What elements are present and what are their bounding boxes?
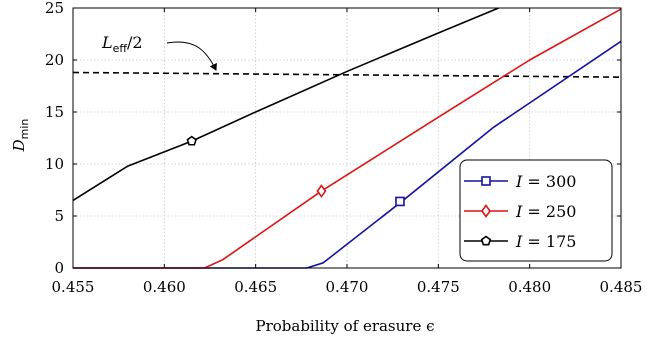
legend-label-value: = 300 <box>522 172 576 191</box>
legend-label-var: I <box>515 232 523 251</box>
legend-label: I = 175 <box>515 232 576 251</box>
ticks <box>72 7 622 269</box>
legend-marker-shape <box>481 176 491 186</box>
x-tick-label: 0.465 <box>234 278 277 296</box>
y-tick-label: 15 <box>45 103 64 121</box>
reference-label-main: L <box>101 33 113 52</box>
legend-label-value: = 250 <box>522 202 576 221</box>
legend-box <box>459 159 613 262</box>
legend-marker-shape <box>480 235 492 246</box>
tick-labels: 0.455 0.460 0.465 0.470 0.475 0.480 0.485 0 5 10 1… <box>45 0 643 296</box>
legend-marker <box>480 235 492 246</box>
legend-label: I = 300 <box>515 172 576 191</box>
x-tick-label: 0.470 <box>326 278 369 296</box>
series-marker-i-175 <box>186 135 197 146</box>
series-marker-i-250-shape <box>316 184 327 198</box>
reference-line-label: Leff/2 <box>101 33 143 55</box>
legend-label-var: I <box>515 172 523 191</box>
y-tick-label: 20 <box>45 51 64 69</box>
y-axis-label-main: D <box>10 139 28 152</box>
series-line-i-175 <box>72 7 499 202</box>
x-tick-label: 0.485 <box>600 278 643 296</box>
legend-label-value: = 175 <box>522 232 576 251</box>
reference-line <box>72 71 622 78</box>
x-tick-label: 0.460 <box>143 278 186 296</box>
reference-line-layer <box>72 71 622 78</box>
x-axis-label: Probability of erasure ϵ <box>255 317 434 335</box>
legend-label-var: I <box>515 202 523 221</box>
y-axis-label: Dmin <box>10 119 31 153</box>
legend-marker <box>481 204 491 218</box>
legend-item-i-175: I = 175 <box>464 232 576 251</box>
x-tick-label: 0.480 <box>508 278 551 296</box>
y-tick-label: 0 <box>54 259 64 277</box>
reference-annotation: Leff/2 <box>101 33 217 71</box>
legend-marker <box>481 176 491 186</box>
y-tick-label: 10 <box>45 155 64 173</box>
legend-item-i-250: I = 250 <box>464 202 576 221</box>
legend-item-i-300: I = 300 <box>464 172 576 191</box>
reference-annotation-arrow <box>166 41 217 71</box>
reference-label-sub: eff <box>113 42 128 55</box>
x-tick-label: 0.455 <box>52 278 95 296</box>
legend-label: I = 250 <box>515 202 576 221</box>
y-axis-label-sub: min <box>18 119 31 140</box>
legend-marker-shape <box>481 204 491 218</box>
grid <box>73 8 621 268</box>
series-marker-i-250 <box>316 184 327 198</box>
y-tick-label: 5 <box>54 207 64 225</box>
y-tick-label: 25 <box>45 0 64 17</box>
series-marker-i-300 <box>395 196 405 207</box>
reference-label-tail: /2 <box>127 33 143 52</box>
series-marker-i-175-shape <box>186 135 197 146</box>
series-marker-i-300-shape <box>395 196 405 207</box>
x-tick-label: 0.475 <box>417 278 460 296</box>
